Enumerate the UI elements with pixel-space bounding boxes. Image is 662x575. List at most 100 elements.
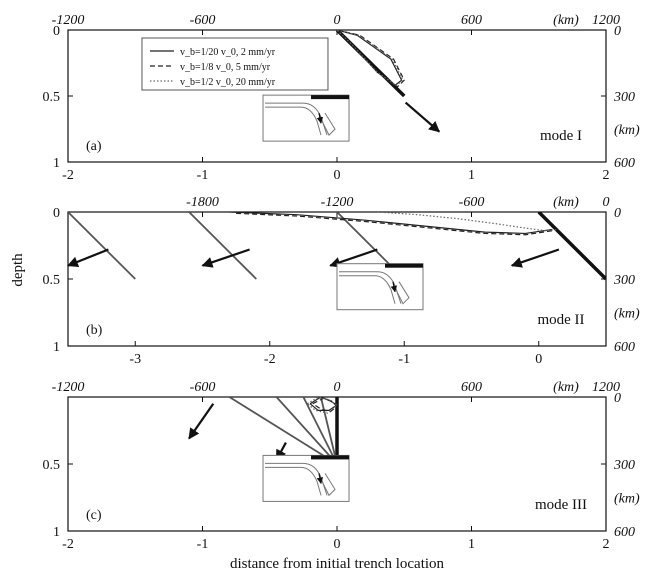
motion-arrow <box>201 248 250 268</box>
inset-plate-bar <box>385 263 423 268</box>
slab-line <box>275 397 338 465</box>
mode-label: mode II <box>537 312 584 328</box>
right-tick-label: 300 <box>613 458 635 473</box>
panel-content <box>335 30 406 98</box>
x-tick-label: 0 <box>334 537 341 552</box>
y-tick-label: 1 <box>53 340 60 355</box>
inset-schematic <box>262 454 350 502</box>
panel-c: -2 -1 0 1 2 -1200 -600 0 600 1200 (km) 0.5 1 0 300 600 (… <box>43 380 640 552</box>
x-tick-label: -1 <box>197 537 209 552</box>
slab-line <box>319 397 338 465</box>
x-tick-label: -3 <box>129 352 141 367</box>
right-unit-label: (km) <box>614 492 640 507</box>
top-tick-label: 0 <box>334 13 341 28</box>
mode-label: mode III <box>535 497 587 513</box>
panel-label: (c) <box>86 508 102 523</box>
inset-slab-tip <box>320 112 336 136</box>
top-tick-label: -1200 <box>52 13 85 28</box>
top-tick-label: 1200 <box>592 13 620 28</box>
right-tick-label: 600 <box>614 340 635 355</box>
y-tick-label: 1 <box>53 156 60 171</box>
y-tick-label: 0 <box>53 24 60 39</box>
series-line-solid <box>309 397 339 411</box>
inset-plate-bar <box>311 455 350 460</box>
inset-plate-bar <box>311 95 350 100</box>
right-tick-label: 300 <box>613 90 635 105</box>
slab-line <box>188 212 257 280</box>
series-line-solid <box>229 212 553 235</box>
y-axis-label: depth <box>10 253 26 287</box>
right-tick-label: 300 <box>613 273 635 288</box>
inset-frame <box>262 454 350 502</box>
slab-line <box>302 397 338 465</box>
x-tick-label: -1 <box>197 168 209 183</box>
inset-arrow <box>390 281 398 293</box>
inset-schematic <box>336 263 424 311</box>
mode-label: mode I <box>540 128 582 144</box>
legend-label: v_b=1/2 v_0, 20 mm/yr <box>180 77 276 88</box>
top-tick-label: -1800 <box>186 195 219 210</box>
inset-arrow <box>316 112 324 124</box>
top-tick-label: -600 <box>459 195 485 210</box>
right-unit-label: (km) <box>614 123 640 138</box>
top-tick-label: 0 <box>603 195 610 210</box>
x-tick-label: -2 <box>264 352 276 367</box>
panels-group: -2 -1 0 1 2 -1200 -600 0 600 1200 (km) 0 0.5 1 0 300 600… <box>43 13 640 552</box>
inset-schematic <box>262 94 350 142</box>
panel-a: -2 -1 0 1 2 -1200 -600 0 600 1200 (km) 0 0.5 1 0 300 600… <box>43 13 640 183</box>
motion-arrow <box>188 403 215 440</box>
y-tick-label: 1 <box>53 525 60 540</box>
y-tick-label: 0 <box>53 206 60 221</box>
slab-line <box>537 212 606 281</box>
top-unit-label: (km) <box>553 13 579 28</box>
top-tick-label: -1200 <box>321 195 354 210</box>
inset-frame <box>262 94 350 142</box>
motion-arrow <box>66 248 109 268</box>
motion-arrow <box>329 248 378 268</box>
right-tick-label: 600 <box>614 156 635 171</box>
right-tick-label: 600 <box>614 525 635 540</box>
legend-label: v_b=1/8 v_0, 5 mm/yr <box>180 62 271 73</box>
y-tick-label: 0.5 <box>43 90 61 105</box>
y-tick-label: 0.5 <box>43 458 61 473</box>
x-tick-label: 1 <box>468 168 475 183</box>
x-tick-label: 0 <box>535 352 542 367</box>
motion-arrow <box>404 101 441 133</box>
inset-slab-tip <box>394 281 410 305</box>
series-line-dotted <box>377 212 559 232</box>
right-tick-label: 0 <box>614 206 621 221</box>
top-unit-label: (km) <box>553 380 579 395</box>
panel-content <box>228 397 339 465</box>
legend: v_b=1/20 v_0, 2 mm/yr v_b=1/8 v_0, 5 mm/y… <box>141 37 329 91</box>
x-axis-label: distance from initial trench location <box>230 556 445 572</box>
top-unit-label: (km) <box>553 195 579 210</box>
inset-arrow <box>316 473 324 485</box>
panel-label: (a) <box>86 139 102 154</box>
top-tick-label: 0 <box>334 380 341 395</box>
right-tick-label: 0 <box>614 24 621 39</box>
panel-label: (b) <box>86 323 103 338</box>
inset-frame <box>336 263 424 311</box>
inset-slab-tip <box>320 473 336 497</box>
right-unit-label: (km) <box>614 307 640 322</box>
legend-frame <box>141 37 329 91</box>
top-tick-label: -600 <box>190 380 216 395</box>
panel-b: -3 -2 -1 0 -1800 -1200 -600 0 (km) 0 0.5 1 0 300 600 (k… <box>43 195 640 367</box>
top-tick-label: 1200 <box>592 380 620 395</box>
top-tick-label: 600 <box>461 380 482 395</box>
top-tick-label: -600 <box>190 13 216 28</box>
top-tick-label: -1200 <box>52 380 85 395</box>
top-tick-label: 600 <box>461 13 482 28</box>
x-tick-label: -2 <box>62 168 74 183</box>
x-tick-label: -1 <box>398 352 410 367</box>
legend-label: v_b=1/20 v_0, 2 mm/yr <box>180 47 276 58</box>
slab-line <box>68 212 136 280</box>
slab-line <box>228 397 338 465</box>
x-tick-label: 1 <box>468 537 475 552</box>
x-tick-label: 2 <box>603 537 610 552</box>
series-line-dotted <box>336 30 404 87</box>
motion-arrow <box>510 248 560 268</box>
y-tick-label: 0.5 <box>43 273 61 288</box>
series-line-dashed <box>236 212 553 236</box>
